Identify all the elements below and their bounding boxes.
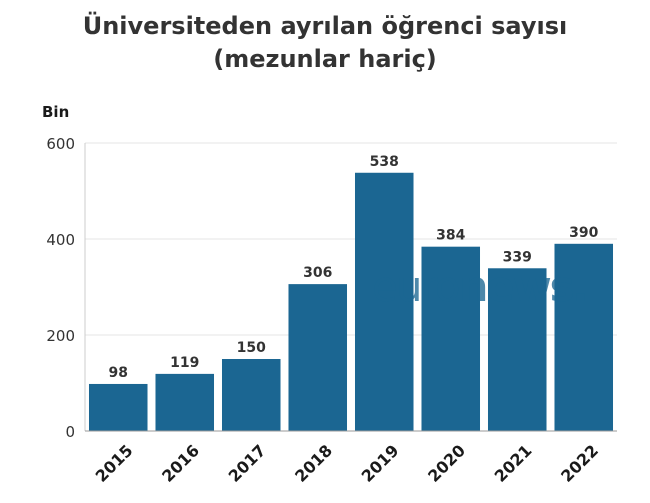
bar-value-label: 339 [503,249,532,265]
bar-value-label: 150 [237,340,266,356]
x-tick-label: 2021 [491,441,536,486]
y-tick-label: 600 [46,135,75,153]
x-tick-label: 2016 [158,441,203,486]
bar [88,383,148,431]
x-tick-label: 2020 [424,441,469,486]
bar-value-label: 384 [436,228,465,244]
bar [421,246,481,431]
bar-value-label: 390 [569,225,598,241]
x-tick-label: 2018 [291,441,336,486]
euronews-watermark-logo: euronews. [372,262,589,311]
x-tick-label: 2019 [358,441,403,486]
bar-value-label: 119 [170,355,199,371]
y-axis-unit-label: Bin [42,103,70,121]
chart-title: Üniversiteden ayrılan öğrenci sayısı (me… [0,10,650,76]
bar-value-label: 306 [303,265,332,281]
x-tick-label: 2022 [557,441,602,486]
bar [487,268,547,431]
bar-value-label: 538 [370,154,399,170]
bar-value-label: 98 [109,365,128,381]
x-tick-label: 2015 [92,441,137,486]
chart-title-line1: Üniversiteden ayrılan öğrenci sayısı [82,12,568,40]
y-tick-label: 0 [65,423,75,441]
bar [554,243,614,431]
bar [155,373,215,431]
y-tick-label: 200 [46,327,75,345]
bar [221,359,281,431]
bar [354,172,414,431]
x-tick-label: 2017 [225,441,270,486]
y-tick-label: 400 [46,231,75,249]
bar [288,284,348,431]
chart-title-line2: (mezunlar hariç) [213,45,437,73]
